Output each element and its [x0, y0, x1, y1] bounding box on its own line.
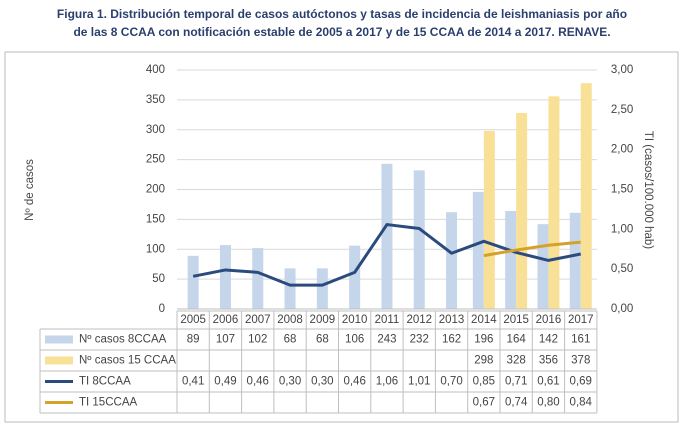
- table-value: 232: [410, 334, 429, 346]
- table-value: 0,67: [473, 397, 495, 409]
- table-value: 68: [316, 334, 329, 346]
- table-value: 0,85: [473, 376, 495, 388]
- x-tick-label: 2008: [277, 314, 303, 326]
- x-tick-label: 2015: [503, 314, 529, 326]
- bar: [413, 170, 425, 309]
- x-tick-label: 2012: [406, 314, 432, 326]
- y2-tick-label: 2,50: [611, 104, 633, 116]
- chart-title: de las 8 CCAA con notificación estable d…: [73, 25, 610, 39]
- bar: [252, 248, 264, 309]
- table-value: 0,46: [247, 376, 269, 388]
- table-value: 0,61: [537, 376, 559, 388]
- table-value: 161: [571, 334, 590, 346]
- table-value: 0,41: [182, 376, 204, 388]
- bar: [537, 224, 549, 309]
- chart-frame: [4, 51, 679, 423]
- table-value: 0,74: [505, 397, 528, 409]
- y2-tick-label: 0,00: [611, 303, 633, 315]
- y-tick-label: 100: [146, 243, 165, 255]
- bar: [580, 83, 592, 310]
- bar: [472, 191, 484, 309]
- line: [483, 240, 581, 258]
- bar: [483, 130, 495, 309]
- legend-swatch: [45, 335, 73, 344]
- x-tick-label: 2014: [471, 314, 497, 326]
- table-value: 107: [216, 334, 235, 346]
- x-tick-label: 2009: [310, 314, 336, 326]
- y-tick-label: 0: [159, 303, 165, 315]
- table-value: 0,84: [570, 397, 593, 409]
- table-value: 106: [345, 334, 364, 346]
- table-value: 89: [187, 334, 200, 346]
- bar: [505, 211, 517, 309]
- x-tick-label: 2010: [342, 314, 368, 326]
- x-tick-label: 2007: [245, 314, 271, 326]
- y-tick-label: 200: [146, 184, 165, 196]
- legend-swatch: [45, 356, 73, 365]
- y2-tick-label: 1,50: [611, 184, 633, 196]
- bar: [446, 212, 458, 309]
- table-value: 1,06: [376, 376, 398, 388]
- table-value: 102: [248, 334, 267, 346]
- y-tick-label: 300: [146, 124, 165, 136]
- y-tick-label: 250: [146, 154, 165, 166]
- table-value: 164: [507, 334, 527, 346]
- table-value: 0,30: [311, 376, 333, 388]
- table-value: 162: [442, 334, 461, 346]
- table-value: 0,69: [570, 376, 592, 388]
- y2-tick-label: 0,50: [611, 263, 633, 275]
- x-tick-label: 2017: [568, 314, 594, 326]
- table-value: 0,70: [440, 376, 462, 388]
- table-value: 196: [474, 334, 493, 346]
- bar: [548, 96, 560, 309]
- y-tick-label: 50: [152, 273, 165, 285]
- y-tick-label: 400: [146, 64, 165, 76]
- y2-axis-title: TI (casos/100.000 hab): [642, 131, 654, 249]
- x-tick-label: 2016: [536, 314, 562, 326]
- legend-label: Nº casos 15 CCAA: [79, 355, 176, 367]
- bar: [349, 245, 361, 309]
- bar: [219, 245, 231, 309]
- table-value: 356: [539, 355, 558, 367]
- legend-label: TI 15CCAA: [79, 397, 137, 409]
- table-value: 298: [474, 355, 493, 367]
- x-tick-label: 2013: [439, 314, 465, 326]
- table-value: 0,80: [537, 397, 559, 409]
- bar: [187, 255, 199, 309]
- table-value: 328: [507, 355, 526, 367]
- table-value: 0,71: [505, 376, 527, 388]
- bar: [569, 212, 581, 309]
- chart-title: Figura 1. Distribución temporal de casos…: [57, 7, 627, 21]
- table-value: 0,30: [279, 376, 301, 388]
- line: [192, 223, 582, 287]
- bar: [516, 113, 528, 310]
- y2-tick-label: 3,00: [611, 64, 633, 76]
- legend-label: TI 8CCAA: [79, 376, 131, 388]
- table-value: 0,49: [214, 376, 236, 388]
- table-value: 0,46: [343, 376, 365, 388]
- legend-label: Nº casos 8CCAA: [79, 334, 167, 346]
- y2-tick-label: 2,00: [611, 144, 633, 156]
- y-tick-label: 350: [146, 94, 165, 106]
- y-axis-title: Nº de casos: [24, 159, 36, 221]
- x-tick-label: 2011: [375, 314, 400, 326]
- table-value: 68: [284, 334, 297, 346]
- table-value: 142: [539, 334, 558, 346]
- y2-tick-label: 1,00: [611, 223, 633, 235]
- bar: [284, 268, 296, 309]
- x-tick-label: 2006: [213, 314, 239, 326]
- y-tick-label: 150: [146, 213, 165, 225]
- x-tick-label: 2005: [180, 314, 206, 326]
- table-value: 378: [571, 355, 590, 367]
- table-value: 243: [377, 334, 396, 346]
- bar: [316, 268, 328, 309]
- bar: [381, 163, 393, 309]
- table-value: 1,01: [408, 376, 430, 388]
